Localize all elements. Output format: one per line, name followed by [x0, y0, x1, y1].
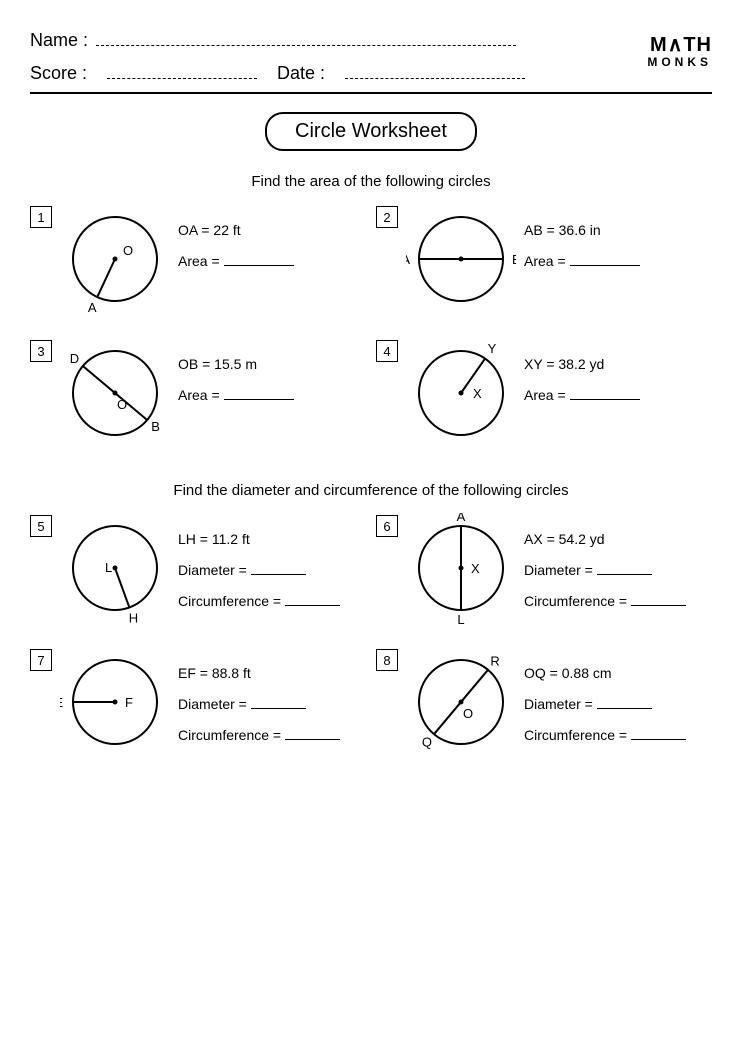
date-blank[interactable]: [345, 65, 525, 79]
logo: M∧TH MONKS: [647, 30, 712, 69]
svg-text:R: R: [490, 653, 499, 668]
svg-text:A: A: [457, 513, 466, 524]
answers: AB = 36.6 in Area =: [524, 204, 640, 283]
svg-text:D: D: [70, 351, 79, 366]
problem: 5 L H LH = 11.2 ft Diameter = Circumferen…: [30, 513, 366, 633]
svg-text:O: O: [463, 706, 473, 721]
answers: XY = 38.2 yd Area =: [524, 338, 640, 417]
problem: 2 A B AB = 36.6 in Area =: [376, 204, 712, 324]
worksheet-title: Circle Worksheet: [265, 112, 477, 151]
given-label: EF = 88.8 ft: [178, 665, 251, 681]
diameter-label: Diameter =: [524, 696, 593, 712]
date-label: Date :: [277, 63, 325, 84]
svg-text:L: L: [457, 612, 464, 627]
problem-number: 5: [30, 515, 52, 537]
problem: 4 X Y XY = 38.2 yd Area =: [376, 338, 712, 458]
answer-blank[interactable]: [224, 252, 294, 266]
problem-number: 2: [376, 206, 398, 228]
section2-problems: 5 L H LH = 11.2 ft Diameter = Circumferen…: [30, 513, 712, 767]
problem-number: 8: [376, 649, 398, 671]
svg-text:O: O: [117, 397, 127, 412]
svg-text:B: B: [512, 252, 516, 267]
logo-bottom: MONKS: [647, 56, 712, 69]
answer-label: Area =: [524, 387, 566, 403]
logo-top: M∧TH: [647, 34, 712, 56]
diameter-blank[interactable]: [251, 695, 306, 709]
problem-number: 3: [30, 340, 52, 362]
problem-number: 7: [30, 649, 52, 671]
answers: LH = 11.2 ft Diameter = Circumference =: [178, 513, 340, 623]
problem: 8 O R Q OQ = 0.88 cm Diameter = Circumfere…: [376, 647, 712, 767]
answer-blank[interactable]: [570, 386, 640, 400]
svg-text:B: B: [151, 419, 160, 434]
score-blank[interactable]: [107, 65, 257, 79]
section1-problems: 1 O A OA = 22 ft Area = 2 A B AB = 36.6 in…: [30, 204, 712, 458]
name-blank[interactable]: [96, 32, 516, 46]
problem: 1 O A OA = 22 ft Area =: [30, 204, 366, 324]
answer-blank[interactable]: [570, 252, 640, 266]
given-label: OA = 22 ft: [178, 222, 241, 238]
diameter-label: Diameter =: [524, 562, 593, 578]
score-label: Score :: [30, 63, 87, 84]
header-fields: Name : Score : Date :: [30, 30, 647, 84]
svg-text:A: A: [406, 252, 410, 267]
circumference-blank[interactable]: [285, 726, 340, 740]
diameter-blank[interactable]: [597, 695, 652, 709]
section2-subtitle: Find the diameter and circumference of t…: [30, 482, 712, 499]
circumference-blank[interactable]: [631, 592, 686, 606]
problem: 3 O D B OB = 15.5 m Area =: [30, 338, 366, 458]
answer-label: Area =: [178, 253, 220, 269]
circumference-label: Circumference =: [524, 593, 627, 609]
problem: 7 F E EF = 88.8 ft Diameter = Circumferen…: [30, 647, 366, 767]
circumference-label: Circumference =: [178, 727, 281, 743]
divider: [30, 92, 712, 94]
svg-text:X: X: [471, 561, 480, 576]
diameter-label: Diameter =: [178, 696, 247, 712]
given-label: XY = 38.2 yd: [524, 356, 604, 372]
svg-text:A: A: [88, 300, 97, 315]
problem-number: 4: [376, 340, 398, 362]
circumference-blank[interactable]: [631, 726, 686, 740]
given-label: LH = 11.2 ft: [178, 531, 250, 547]
answer-blank[interactable]: [224, 386, 294, 400]
problem: 6 A L X AX = 54.2 yd Diameter = Circumfere…: [376, 513, 712, 633]
given-label: AB = 36.6 in: [524, 222, 601, 238]
given-label: OB = 15.5 m: [178, 356, 257, 372]
circumference-blank[interactable]: [285, 592, 340, 606]
problem-number: 1: [30, 206, 52, 228]
svg-text:F: F: [125, 695, 133, 710]
answers: OQ = 0.88 cm Diameter = Circumference =: [524, 647, 686, 757]
diameter-blank[interactable]: [597, 561, 652, 575]
svg-text:L: L: [105, 560, 112, 575]
problem-number: 6: [376, 515, 398, 537]
svg-text:Y: Y: [488, 341, 497, 356]
header: Name : Score : Date : M∧TH MONKS: [30, 30, 712, 84]
diameter-label: Diameter =: [178, 562, 247, 578]
answer-label: Area =: [178, 387, 220, 403]
answer-label: Area =: [524, 253, 566, 269]
svg-text:Q: Q: [422, 735, 432, 750]
diameter-blank[interactable]: [251, 561, 306, 575]
given-label: OQ = 0.88 cm: [524, 665, 612, 681]
svg-text:H: H: [129, 611, 138, 626]
answers: OA = 22 ft Area =: [178, 204, 294, 283]
answers: OB = 15.5 m Area =: [178, 338, 294, 417]
answers: AX = 54.2 yd Diameter = Circumference =: [524, 513, 686, 623]
name-label: Name :: [30, 30, 88, 51]
section1-subtitle: Find the area of the following circles: [30, 173, 712, 190]
svg-text:O: O: [123, 243, 133, 258]
answers: EF = 88.8 ft Diameter = Circumference =: [178, 647, 340, 757]
svg-text:E: E: [60, 695, 63, 710]
svg-text:X: X: [473, 386, 482, 401]
given-label: AX = 54.2 yd: [524, 531, 605, 547]
circumference-label: Circumference =: [524, 727, 627, 743]
circumference-label: Circumference =: [178, 593, 281, 609]
